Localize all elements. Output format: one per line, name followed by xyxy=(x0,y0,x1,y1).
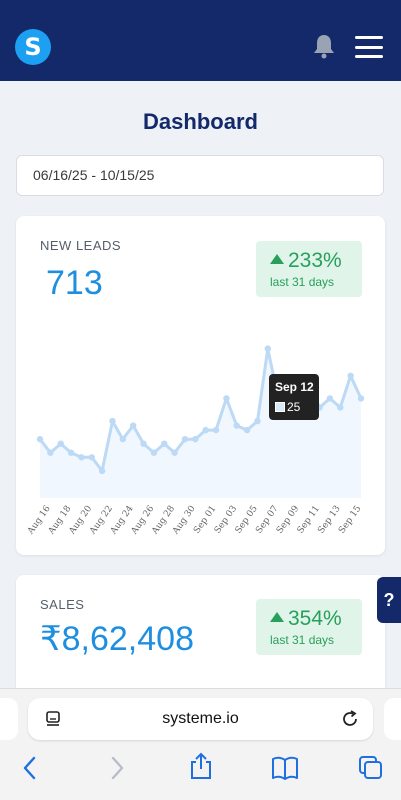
systeme-logo[interactable]: S xyxy=(15,29,51,65)
chart-point[interactable] xyxy=(67,449,75,456)
tabs-icon[interactable] xyxy=(356,753,386,783)
date-range-picker[interactable]: 06/16/25 - 10/15/25 xyxy=(16,155,384,196)
chart-tooltip: Sep 12 25 xyxy=(269,374,319,420)
browser-toolbar: systeme.io xyxy=(0,688,401,800)
chart-point[interactable] xyxy=(243,426,251,434)
chart-point[interactable] xyxy=(233,422,240,429)
chart-point[interactable] xyxy=(140,440,147,447)
chart-point[interactable] xyxy=(98,467,106,475)
sales-change-percent: 354% xyxy=(288,607,342,630)
back-icon[interactable] xyxy=(15,753,45,783)
chart-point[interactable] xyxy=(57,440,64,447)
chart-point[interactable] xyxy=(171,449,178,456)
tooltip-series-swatch xyxy=(275,402,285,412)
chart-point[interactable] xyxy=(161,440,168,447)
sales-change-period: last 31 days xyxy=(270,633,335,647)
chart-point[interactable] xyxy=(223,395,230,402)
chart-point[interactable] xyxy=(192,435,199,443)
chart-point[interactable] xyxy=(150,449,158,456)
bell-icon[interactable] xyxy=(310,32,338,60)
chart-area-fill xyxy=(40,348,361,498)
top-navigation-bar: S xyxy=(0,0,401,81)
page-title: Dashboard xyxy=(143,109,258,134)
chart-point[interactable] xyxy=(78,454,85,461)
sales-change-badge: 354% last 31 days xyxy=(256,599,362,655)
chart-point[interactable] xyxy=(202,426,209,434)
previous-tab-preview[interactable] xyxy=(0,698,18,740)
x-tick-label: Sep 15 xyxy=(337,504,363,536)
tooltip-value: 25 xyxy=(287,400,301,414)
chart-point[interactable] xyxy=(347,372,354,379)
reload-icon[interactable] xyxy=(340,709,360,729)
trend-up-icon xyxy=(270,612,284,622)
tooltip-date: Sep 12 xyxy=(275,380,314,394)
help-button[interactable]: ? xyxy=(377,577,401,623)
hamburger-menu-icon[interactable] xyxy=(355,36,383,58)
new-leads-change-period: last 31 days xyxy=(270,275,335,289)
chart-point[interactable] xyxy=(326,395,334,402)
sales-label: SALES xyxy=(40,597,85,612)
new-leads-change-badge: 233% last 31 days xyxy=(256,241,362,297)
url-text: systeme.io xyxy=(162,710,239,727)
next-tab-preview[interactable] xyxy=(384,698,401,740)
trend-up-icon xyxy=(270,254,284,264)
forward-icon[interactable] xyxy=(102,753,132,783)
new-leads-label: NEW LEADS xyxy=(40,238,122,253)
chart-point[interactable] xyxy=(254,417,261,425)
chart-point[interactable] xyxy=(119,435,127,443)
new-leads-change-percent: 233% xyxy=(288,249,342,272)
new-leads-card: NEW LEADS 713 233% last 31 days Aug 16 Au… xyxy=(16,216,385,555)
chart-point[interactable] xyxy=(109,417,116,425)
chart-point[interactable] xyxy=(264,345,272,352)
sales-value: ₹8,62,408 xyxy=(40,620,194,658)
bookmarks-icon[interactable] xyxy=(270,753,300,783)
chart-point[interactable] xyxy=(88,454,95,461)
page-settings-icon[interactable] xyxy=(44,710,62,728)
share-icon[interactable] xyxy=(186,751,216,781)
chart-point[interactable] xyxy=(36,435,44,443)
chart-point[interactable] xyxy=(337,404,344,411)
chart-point[interactable] xyxy=(47,449,54,456)
address-bar[interactable]: systeme.io xyxy=(28,698,373,740)
chart-point[interactable] xyxy=(129,422,137,429)
new-leads-value: 713 xyxy=(46,264,103,302)
chart-point[interactable] xyxy=(181,435,189,443)
chart-point[interactable] xyxy=(212,426,220,434)
sales-card: SALES ₹8,62,408 354% last 31 days xyxy=(16,575,385,705)
chart-point[interactable] xyxy=(357,395,365,402)
